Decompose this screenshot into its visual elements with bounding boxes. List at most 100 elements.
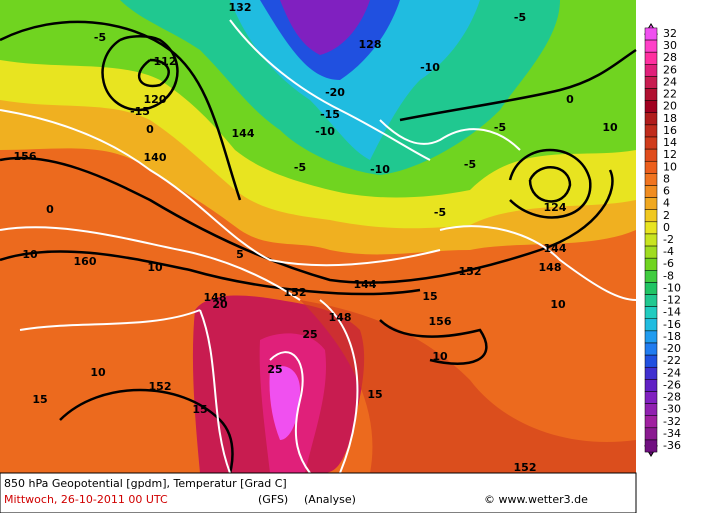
contour-label: 120 <box>144 93 167 106</box>
hottest-zone <box>269 366 300 440</box>
colorbar-segment <box>644 76 658 89</box>
colorbar-label: -18 <box>663 330 681 343</box>
colorbar-label: -26 <box>663 378 681 391</box>
colorbar-segment <box>644 148 658 162</box>
colorbar-label: -28 <box>663 391 681 404</box>
geopotential-contours <box>0 20 637 474</box>
colorbar-segment <box>644 173 658 186</box>
colorbar-segment <box>644 354 658 368</box>
contour-label: 10 <box>22 248 38 261</box>
contour-label: 0 <box>46 203 54 216</box>
contour-label: -20 <box>325 86 345 99</box>
contour-label: 144 <box>544 242 567 255</box>
colorbar-label: 2 <box>663 209 670 222</box>
contour-label: -5 <box>434 206 446 219</box>
colorbar-segment <box>644 342 658 356</box>
colorbar-label: 32 <box>663 27 677 40</box>
colorbar-segment <box>644 330 658 344</box>
contour-label: 152 <box>459 265 482 278</box>
colorbar-label: 26 <box>663 63 677 76</box>
colorbar-label: -6 <box>663 257 674 270</box>
contour-label: 10 <box>602 121 618 134</box>
colorbar-segment <box>644 294 658 307</box>
colorbar-segment <box>644 209 658 223</box>
colorbar-label: 16 <box>663 124 677 137</box>
contour-label: 25 <box>302 328 317 341</box>
contour-label: 15 <box>422 290 437 303</box>
colorbar-label: -22 <box>663 354 681 367</box>
colorbar-label: -36 <box>663 439 681 452</box>
colorbar-label: -14 <box>663 306 681 319</box>
colorbar-label: -12 <box>663 294 681 307</box>
colorbar-segment <box>644 124 658 138</box>
colorbar-label: -8 <box>663 269 674 282</box>
contour-label: 10 <box>147 261 163 274</box>
contour-label: 148 <box>539 261 562 274</box>
colorbar-label: 24 <box>663 75 677 88</box>
contour-label: 156 <box>14 150 37 163</box>
colorbar-segment <box>644 112 658 126</box>
colorbar-segment <box>644 270 658 283</box>
contour-label: 5 <box>236 248 244 261</box>
contour-label: -5 <box>514 11 526 24</box>
colorbar-segment <box>644 221 658 235</box>
contour-label: -15 <box>320 108 340 121</box>
colorbar: 32302826242220181614121086420-2-4-6-8-10… <box>644 23 681 457</box>
colorbar-label: 12 <box>663 148 677 161</box>
coldest-zone <box>280 0 370 55</box>
colorbar-segment <box>644 379 658 392</box>
contour-label: 132 <box>229 1 252 14</box>
colorbar-segment <box>644 64 658 77</box>
colorbar-segment <box>644 27 658 41</box>
contour-label: 10 <box>432 350 448 363</box>
colorbar-segment <box>644 391 658 404</box>
footer-date: Mittwoch, 26-10-2011 00 UTC <box>4 493 168 506</box>
contour-label: 15 <box>367 388 382 401</box>
contour-label: 0 <box>566 93 574 106</box>
contour-label: 10 <box>90 366 106 379</box>
contour-label: 144 <box>232 127 255 140</box>
colorbar-segment <box>644 427 658 441</box>
colorbar-segment <box>644 160 658 174</box>
colorbar-label: 6 <box>663 185 670 198</box>
contour-label: -5 <box>464 158 476 171</box>
colorbar-label: 22 <box>663 88 677 101</box>
colorbar-segment <box>644 185 658 198</box>
colorbar-label: -32 <box>663 415 681 428</box>
contour-label: 128 <box>359 38 382 51</box>
contour-label: 152 <box>284 286 307 299</box>
colorbar-label: 14 <box>663 136 677 149</box>
colorbar-segment <box>644 51 658 65</box>
colorbar-label: 28 <box>663 51 677 64</box>
contour-label: 160 <box>74 255 97 268</box>
contour-label: 156 <box>429 315 452 328</box>
colorbar-segment <box>644 306 658 320</box>
contour-label: -15 <box>130 105 150 118</box>
contour-label: 148 <box>329 311 352 324</box>
colorbar-label: 10 <box>663 160 677 173</box>
contour-label: 15 <box>32 393 47 406</box>
map-area <box>0 0 637 474</box>
colorbar-segment <box>644 403 658 416</box>
colorbar-label: 18 <box>663 112 677 125</box>
colorbar-segment <box>644 100 658 114</box>
footer-title: 850 hPa Geopotential [gpdm], Temperatur … <box>4 477 287 490</box>
colorbar-label: 0 <box>663 221 670 234</box>
contour-label: 148 <box>204 291 227 304</box>
colorbar-segment <box>644 136 658 150</box>
contour-label: -10 <box>315 125 335 138</box>
contour-label: -10 <box>420 61 440 74</box>
contour-label: 152 <box>514 461 537 474</box>
colorbar-label: 30 <box>663 39 677 52</box>
contour-label: -5 <box>494 121 506 134</box>
colorbar-label: -16 <box>663 318 681 331</box>
colorbar-label: -2 <box>663 233 674 246</box>
colorbar-segment <box>644 415 658 429</box>
colorbar-label: -34 <box>663 427 681 440</box>
footer-box <box>0 472 637 513</box>
contour-label: 144 <box>354 278 377 291</box>
contour-label: 10 <box>550 298 566 311</box>
temperature-contours <box>0 19 637 474</box>
colorbar-segment <box>644 257 658 271</box>
footer-model: (GFS) <box>258 493 288 506</box>
